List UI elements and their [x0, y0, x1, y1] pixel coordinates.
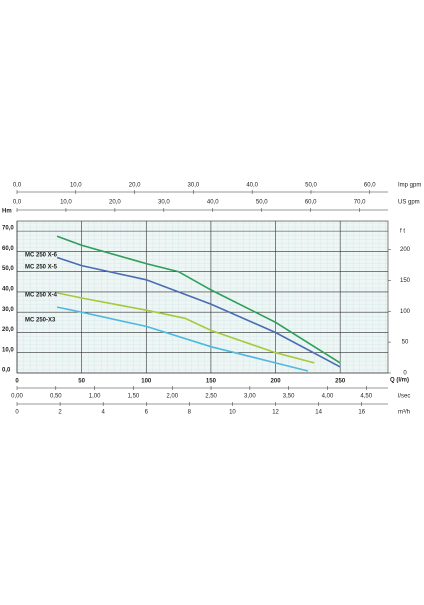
- secondary-tick-label: 2,50: [205, 394, 217, 400]
- secondary-tick-label: 16: [358, 410, 365, 416]
- secondary-tick-label: 4: [102, 410, 106, 416]
- secondary-tick-label: 2: [58, 410, 62, 416]
- secondary-tick-label: 3,50: [283, 394, 295, 400]
- secondary-tick-label: 10: [229, 410, 236, 416]
- secondary-tick-label: 12: [272, 410, 279, 416]
- plot-frame: [16, 220, 389, 374]
- secondary-tick-label: 2,00: [166, 394, 178, 400]
- secondary-tick-label: 50,0: [305, 183, 317, 189]
- curve: [56, 256, 341, 368]
- secondary-tick-label: 3,00: [244, 394, 256, 400]
- secondary-tick-label: 10,0: [70, 183, 82, 189]
- curve-label: MC 250 X-4: [25, 293, 58, 299]
- y-tick-label: 10,0: [2, 347, 14, 353]
- y-tick-label: 70,0: [2, 226, 14, 232]
- curve-label: MC 250-X3: [25, 318, 56, 324]
- y-tick-label: 60,0: [2, 246, 14, 252]
- curve-label: MC 250 X-5: [25, 265, 58, 271]
- secondary-tick-label: 8: [188, 410, 192, 416]
- secondary-tick-label: 40,0: [207, 200, 219, 206]
- secondary-tick-label: 4,50: [360, 394, 372, 400]
- x-tick-label: 200: [271, 379, 282, 385]
- secondary-tick-label: 20,0: [109, 200, 121, 206]
- secondary-axis-label: Imp gpm: [398, 183, 421, 189]
- x-tick-label: 250: [335, 379, 346, 385]
- secondary-tick-label: 60,0: [364, 183, 376, 189]
- curve: [56, 292, 315, 364]
- secondary-tick-label: 30,0: [188, 183, 200, 189]
- curve-label: MC 250 X-6: [25, 253, 58, 259]
- secondary-axis-label: US gpm: [398, 200, 420, 206]
- y-tick-label: 0,0: [2, 368, 11, 374]
- y2-tick-label: 100: [400, 309, 411, 315]
- y2-tick-label: 50: [402, 340, 409, 346]
- x-tick-label: 0: [15, 379, 19, 385]
- secondary-tick-label: 70,0: [354, 200, 366, 206]
- secondary-tick-label: 60,0: [305, 200, 317, 206]
- secondary-tick-label: 0,0: [13, 200, 22, 206]
- secondary-tick-label: 0: [15, 410, 19, 416]
- secondary-axis-label: m³/h: [398, 410, 410, 416]
- x-axis-label: Q (l/m): [390, 378, 409, 384]
- secondary-tick-label: 20,0: [129, 183, 141, 189]
- minor-grid: [17, 221, 388, 373]
- curve: [56, 306, 309, 372]
- y-axis-label: Hm: [2, 209, 12, 215]
- y2-tick-label: 200: [400, 247, 411, 253]
- secondary-tick-label: 50,0: [256, 200, 268, 206]
- secondary-tick-label: 4,00: [322, 394, 334, 400]
- x-tick-label: 150: [206, 379, 217, 385]
- secondary-tick-label: 14: [315, 410, 322, 416]
- secondary-tick-label: 1,00: [89, 394, 101, 400]
- y-tick-label: 20,0: [2, 327, 14, 333]
- secondary-tick-label: 0,50: [50, 394, 62, 400]
- x-tick-label: 100: [141, 379, 152, 385]
- y2-axis-label: f t: [400, 229, 405, 235]
- x-tick-label: 50: [78, 379, 85, 385]
- secondary-tick-label: 0,00: [11, 394, 23, 400]
- y2-tick-label: 150: [400, 278, 411, 284]
- y2-tick-label: 0: [403, 371, 407, 377]
- y-tick-label: 40,0: [2, 287, 14, 293]
- curve: [56, 235, 341, 364]
- secondary-tick-label: 6: [145, 410, 149, 416]
- secondary-tick-label: 10,0: [60, 200, 72, 206]
- secondary-tick-label: 30,0: [158, 200, 170, 206]
- y-tick-label: 30,0: [2, 307, 14, 313]
- secondary-axis-label: l/sec: [398, 394, 410, 400]
- secondary-tick-label: 0,0: [13, 183, 22, 189]
- y-tick-label: 50,0: [2, 266, 14, 272]
- secondary-tick-label: 40,0: [246, 183, 258, 189]
- secondary-tick-label: 1,50: [128, 394, 140, 400]
